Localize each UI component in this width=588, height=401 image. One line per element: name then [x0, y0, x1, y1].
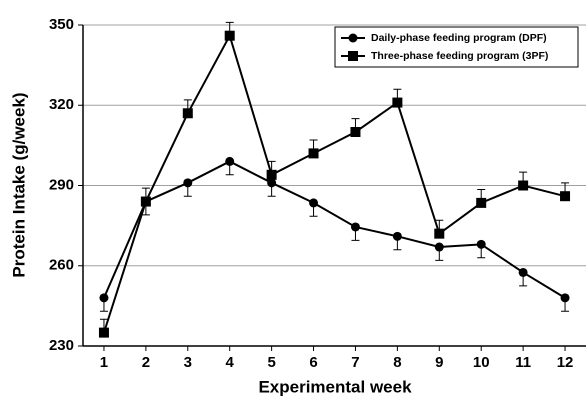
data-point [392, 231, 402, 241]
data-point [434, 242, 444, 252]
x-axis-title: Experimental week [258, 377, 412, 396]
data-point [183, 178, 193, 188]
data-point [560, 293, 570, 303]
series [98, 21, 571, 338]
legend-label: Daily-phase feeding program (DPF) [371, 32, 547, 44]
y-tick-label: 230 [49, 337, 74, 354]
series-line [103, 160, 566, 299]
data-point [267, 178, 277, 188]
y-tick-label: 260 [49, 257, 74, 274]
x-tick-label: 8 [393, 354, 401, 371]
x-tick-label: 4 [226, 354, 235, 371]
y-axis-title: Protein Intake (g/week) [9, 92, 28, 277]
x-tick-label: 2 [142, 354, 150, 371]
data-point [518, 267, 528, 277]
data-point [182, 108, 193, 119]
data-point [308, 148, 319, 159]
y-tick-label: 320 [49, 96, 74, 113]
x-tick-label: 5 [267, 354, 275, 371]
data-point [392, 97, 403, 108]
data-point [350, 127, 361, 137]
legend-label: Three-phase feeding program (3PF) [371, 50, 548, 62]
series [99, 156, 570, 312]
data-point [476, 197, 487, 208]
data-point [224, 30, 235, 41]
data-point [140, 196, 151, 207]
y-tick-label: 290 [49, 176, 74, 193]
x-tick-label: 9 [435, 354, 443, 371]
data-point [560, 191, 571, 202]
legend-marker [348, 33, 358, 43]
x-tick-label: 10 [473, 354, 490, 371]
y-tick-label: 350 [49, 16, 74, 33]
legend-marker [348, 51, 358, 61]
data-point [518, 180, 529, 191]
x-tick-label: 7 [351, 354, 359, 371]
data-point [434, 228, 445, 239]
data-point [350, 222, 360, 232]
legend-box [334, 26, 579, 68]
data-point [266, 169, 277, 180]
data-point [309, 198, 319, 208]
x-tick-label: 11 [515, 354, 531, 371]
series-line [103, 33, 566, 333]
data-point [98, 327, 109, 338]
x-tick-label: 6 [309, 354, 317, 371]
x-tick-label: 1 [100, 354, 108, 371]
x-tick-label: 12 [557, 354, 574, 371]
data-point [225, 156, 235, 166]
data-point [476, 239, 486, 249]
x-tick-label: 3 [184, 354, 192, 371]
data-point [99, 293, 109, 303]
